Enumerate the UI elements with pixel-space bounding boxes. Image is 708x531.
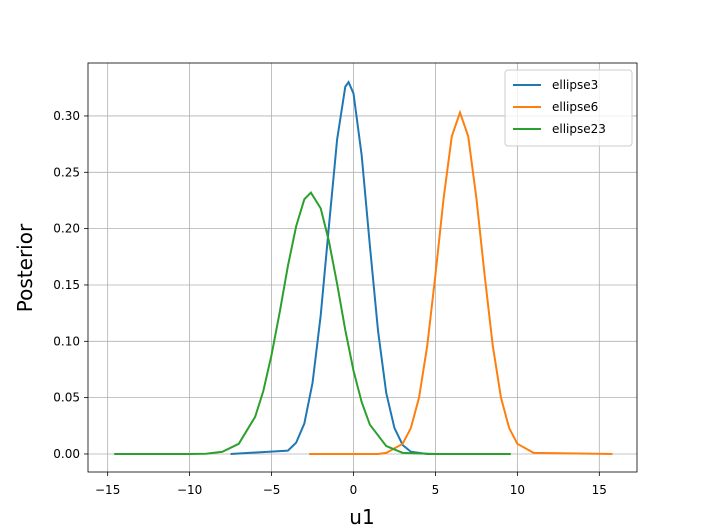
y-tick-label: 0.25: [53, 165, 80, 179]
line: [309, 109, 613, 455]
line: [230, 80, 461, 455]
x-tick-label: 0: [350, 483, 358, 497]
legend-label: ellipse3: [552, 78, 598, 92]
y-tick-label: 0.10: [53, 334, 80, 348]
x-tick-label: −15: [95, 483, 120, 497]
x-tick-label: −5: [263, 483, 281, 497]
x-tick-label: −10: [177, 483, 202, 497]
x-tick-label: 5: [432, 483, 440, 497]
y-tick-label: 0.20: [53, 222, 80, 236]
axes-frame: [87, 62, 638, 473]
y-tick-label: 0.15: [53, 278, 80, 292]
line: [114, 190, 511, 455]
x-axis-label: u1: [349, 505, 374, 529]
x-tick-label: 15: [592, 483, 607, 497]
y-tick-label: 0.00: [53, 447, 80, 461]
y-tick-label: 0.30: [53, 109, 80, 123]
y-tick-label: 0.05: [53, 391, 80, 405]
legend-label: ellipse6: [552, 100, 598, 114]
legend-box: [504, 69, 633, 147]
x-tick-label: 10: [510, 483, 525, 497]
legend-label: ellipse23: [552, 122, 606, 136]
y-axis-label: Posterior: [13, 223, 37, 312]
